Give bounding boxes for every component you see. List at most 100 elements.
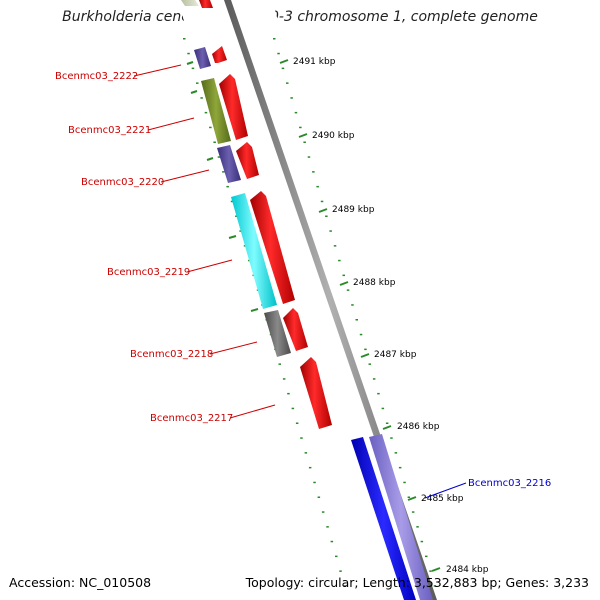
tick-dot [213, 141, 216, 143]
tick-dot [381, 407, 385, 410]
tick-dot [335, 555, 338, 558]
tick-dot [320, 200, 324, 203]
tick-dot [217, 156, 221, 158]
tick-dot [294, 111, 298, 114]
tick-dot [330, 540, 334, 543]
gene-feature-2216-domain [369, 434, 433, 600]
inner-tick [228, 235, 237, 239]
tick-dot [304, 452, 308, 454]
tick-dot [377, 392, 380, 395]
tick-dot [299, 126, 302, 129]
tick-mark [318, 208, 328, 213]
tick-dot [333, 245, 337, 247]
tick-dot [287, 392, 290, 395]
tick-mark [382, 425, 392, 430]
tick-dot [368, 363, 371, 365]
tick-dot [200, 97, 203, 99]
tick-dot [196, 82, 199, 84]
cds-feature [236, 142, 259, 179]
cds-feature [219, 74, 248, 140]
tick-dot [433, 585, 437, 587]
tick-dot [346, 289, 350, 291]
tick-dot [364, 348, 367, 351]
gene-label: Bcenmc03_2221 [68, 125, 151, 136]
gene-feature-2218 [264, 310, 291, 357]
gene-label: Bcenmc03_2220 [81, 177, 164, 188]
gene-feature-2217 [300, 357, 332, 429]
tick-dot [290, 97, 293, 99]
tick-dot [226, 185, 229, 188]
cds-feature [212, 46, 227, 63]
gene-label-leaders [133, 64, 467, 499]
tick-dot [291, 407, 295, 410]
tick-label: 2484 kbp [446, 565, 489, 575]
tick-dot [278, 363, 281, 365]
tick-label: 2487 kbp [374, 350, 417, 360]
tick-dot [343, 585, 347, 587]
inner-tick [186, 61, 194, 65]
leader-line [209, 341, 258, 355]
tick-dot [277, 52, 280, 55]
tick-dot [338, 259, 341, 262]
tick-dot [281, 67, 285, 70]
tick-dot [342, 274, 345, 277]
tick-dot [313, 481, 316, 484]
tick-dot [394, 452, 398, 454]
tick-dot [321, 511, 325, 513]
tick-label: 2485 kbp [421, 494, 464, 504]
tick-dot [235, 215, 238, 217]
tick-mark [279, 59, 289, 64]
tick-dot [403, 481, 406, 484]
inner-tick [190, 90, 198, 94]
tick-dot [329, 230, 332, 232]
inner-tick-dashes [186, 61, 259, 312]
leader-line [186, 259, 233, 273]
tick-dot [317, 496, 321, 498]
tick-dot [209, 126, 212, 129]
tick-dot [295, 422, 299, 424]
feature-partial [181, 0, 199, 6]
accession-text: Accession: NC_010508 [9, 575, 152, 590]
tick-dot [308, 466, 312, 469]
tick-dot [359, 333, 363, 336]
tick-dot [411, 511, 415, 513]
tick-mark [298, 133, 308, 138]
tick-label: 2491 kbp [293, 57, 336, 67]
tick-mark [431, 567, 441, 572]
tick-dot [239, 230, 242, 232]
tick-dot [425, 555, 428, 558]
tick-dot [312, 171, 315, 173]
tick-label: 2489 kbp [332, 205, 375, 215]
tick-label: 2488 kbp [353, 278, 396, 288]
gene-label: Bcenmc03_2219 [107, 267, 190, 278]
tick-dot [316, 185, 319, 188]
leader-line [424, 482, 467, 499]
leader-line [133, 64, 182, 77]
gene-label: Bcenmc03_2218 [130, 349, 213, 360]
tick-dot [286, 82, 289, 84]
tick-label: 2490 kbp [312, 131, 355, 141]
gene-label: Bcenmc03_2216 [468, 478, 551, 489]
tick-dot [420, 540, 424, 543]
tick-dot [325, 215, 328, 217]
cds-feature [199, 0, 213, 8]
leader-line [229, 404, 276, 419]
tick-dot [339, 570, 342, 572]
tick-mark [360, 353, 370, 358]
gene-labels: Bcenmc03_2222 Bcenmc03_2221 Bcenmc03_222… [55, 71, 551, 489]
tick-dot [407, 496, 411, 498]
inner-tick [206, 157, 214, 161]
tick-dot [416, 526, 419, 528]
tick-dot [273, 38, 276, 40]
tick-dot [282, 378, 286, 380]
map-title: Burkholderia cenocepacia MC0-3 chromosom… [62, 9, 538, 25]
tick-dot [326, 526, 329, 528]
gene-feature-2220 [217, 145, 241, 183]
tick-label: 2486 kbp [397, 422, 440, 432]
tick-dot [307, 156, 311, 158]
tick-dot [300, 437, 303, 439]
major-ticks: 2491 kbp 2490 kbp 2489 kbp 2488 kbp 2487… [279, 57, 489, 575]
tick-dot [351, 304, 354, 306]
